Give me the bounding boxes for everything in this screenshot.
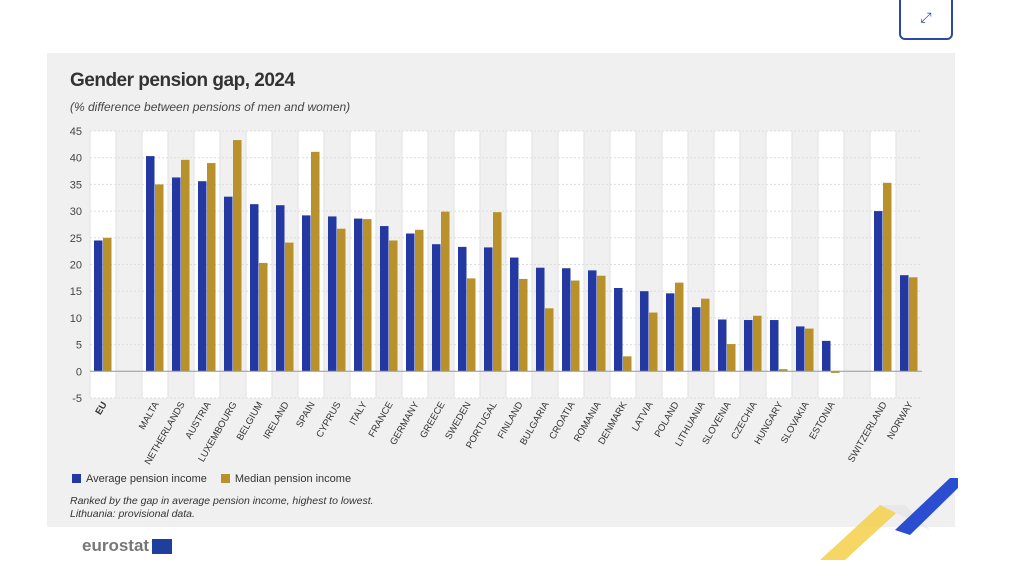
bar-median — [337, 228, 346, 372]
bar-median — [285, 242, 294, 372]
bar-average — [614, 287, 623, 372]
x-tick-label: NORWAY — [885, 399, 916, 441]
bar-median — [753, 315, 762, 372]
x-tick-label: GREECE — [418, 400, 448, 440]
bar-average — [510, 257, 519, 372]
eu-flag-icon — [152, 538, 173, 554]
bar-average — [380, 226, 389, 372]
bar-average — [562, 268, 571, 372]
bar-average — [328, 216, 337, 372]
y-tick-label: -5 — [72, 393, 82, 405]
bar-average — [536, 267, 545, 372]
bar-average — [354, 218, 363, 372]
bar-median — [155, 184, 164, 372]
bar-average — [692, 307, 701, 372]
bar-average — [224, 196, 233, 372]
bar-median — [831, 371, 840, 373]
bar-average — [458, 246, 467, 372]
legend-item-median: Median pension income — [220, 473, 351, 485]
bar-median — [311, 151, 320, 372]
x-tick-label: ESTONIA — [807, 399, 838, 441]
bar-median — [545, 308, 554, 372]
bar-median — [493, 212, 502, 372]
bar-median — [441, 211, 450, 372]
y-tick-label: 10 — [70, 313, 82, 325]
bar-average — [432, 244, 441, 372]
x-tick-label: SWITZERLAND — [846, 400, 890, 465]
expand-icon: ⤢ — [920, 8, 932, 25]
bar-average — [146, 156, 155, 372]
bar-average — [822, 340, 831, 372]
x-tick-label: SPAIN — [294, 400, 317, 430]
x-tick-label: POLAND — [653, 400, 682, 439]
bar-average — [198, 181, 207, 372]
bar-average — [94, 240, 103, 372]
bar-median — [519, 278, 528, 372]
bar-average — [588, 270, 597, 372]
bar-average — [640, 291, 649, 372]
eurostat-logo: eurostat — [82, 536, 173, 556]
bar-median — [597, 275, 606, 372]
bar-median — [623, 356, 632, 372]
bar-average — [406, 233, 415, 372]
y-tick-label: 0 — [76, 366, 82, 378]
bar-average — [172, 177, 181, 372]
x-tick-label: CYPRUS — [314, 400, 343, 440]
bar-average — [276, 205, 285, 372]
bar-median — [883, 182, 892, 372]
bar-average — [770, 320, 779, 372]
bar-average — [796, 326, 805, 372]
bar-median — [415, 229, 424, 372]
bar-median — [363, 219, 372, 372]
bar-median — [389, 240, 398, 372]
bar-median — [649, 312, 658, 372]
x-tick-label: FRANCE — [367, 400, 396, 439]
bar-median — [181, 159, 190, 372]
y-tick-label: 20 — [70, 260, 82, 272]
y-tick-label: 45 — [70, 126, 82, 138]
bar-median — [727, 344, 736, 372]
bar-average — [666, 293, 675, 372]
bar-average — [250, 204, 259, 372]
y-tick-label: 15 — [70, 286, 82, 298]
bar-average — [484, 247, 493, 372]
bar-average — [744, 320, 753, 372]
bar-average — [900, 275, 909, 372]
y-tick-label: 30 — [70, 206, 82, 218]
bar-median — [805, 328, 814, 372]
bar-median — [909, 277, 918, 372]
x-tick-label: LATVIA — [630, 399, 656, 433]
bar-average — [302, 215, 311, 372]
x-tick-label: ITALY — [348, 399, 370, 427]
bar-median — [779, 369, 788, 372]
chart-title: Gender pension gap, 2024 — [70, 70, 295, 91]
x-tick-label: IRELAND — [261, 400, 291, 441]
bar-median — [259, 262, 268, 372]
bar-median — [675, 282, 684, 372]
bar-median — [571, 280, 580, 372]
legend-item-average: Average pension income — [72, 473, 207, 485]
x-tick-label: EU — [93, 400, 109, 417]
x-tick-label: MALTA — [137, 399, 162, 431]
y-tick-label: 35 — [70, 179, 82, 191]
legend: Average pension income Median pension in… — [72, 473, 351, 485]
chart-notes: Ranked by the gap in average pension inc… — [70, 495, 374, 521]
bar-median — [701, 298, 710, 372]
chart-subtitle: (% difference between pensions of men an… — [70, 100, 351, 114]
bar-median — [467, 278, 476, 372]
bar-median — [103, 237, 112, 372]
bar-average — [874, 211, 883, 372]
bar-median — [233, 140, 242, 372]
y-tick-label: 40 — [70, 153, 82, 165]
y-tick-label: 5 — [76, 340, 82, 352]
note-lithuania: Lithuania: provisional data. — [70, 508, 195, 520]
expand-button[interactable]: ⤢ — [899, 0, 953, 40]
bar-average — [718, 319, 727, 372]
note-ranking: Ranked by the gap in average pension inc… — [70, 495, 374, 507]
y-tick-label: 25 — [70, 233, 82, 245]
bar-median — [207, 163, 216, 372]
